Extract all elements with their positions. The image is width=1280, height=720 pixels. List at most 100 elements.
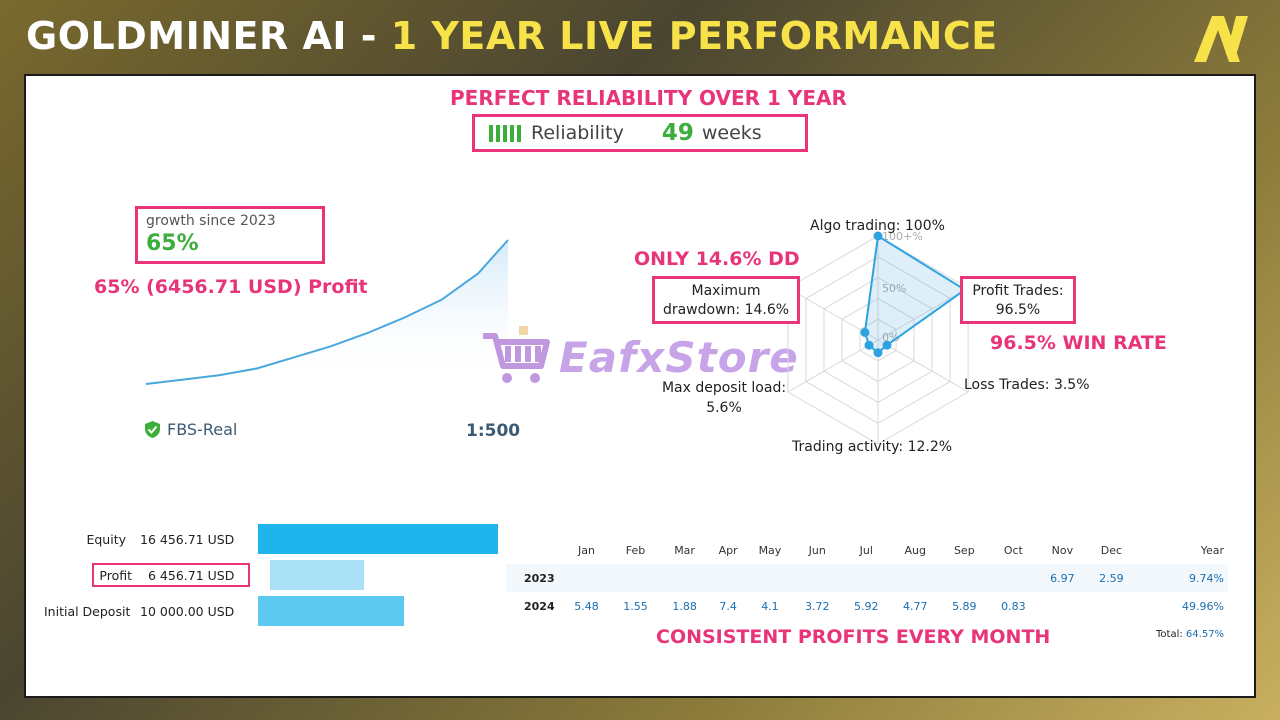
radar-label-activity: Trading activity: 12.2%: [792, 439, 953, 455]
drawdown-line1: Maximum: [691, 283, 761, 299]
balance-label: Initial Deposit: [44, 603, 131, 619]
month-value: [988, 564, 1038, 592]
deposit-load-line1: Max deposit load:: [661, 380, 787, 396]
month-value: 2.59: [1086, 564, 1136, 592]
radar-grid-label: 100+%: [882, 230, 923, 243]
broker-badge: FBS-Real: [144, 420, 237, 439]
month-value: [562, 564, 612, 592]
table-row: 2023 6.97 2.59 9.74%: [506, 564, 1228, 592]
balance-bar: [258, 596, 404, 626]
growth-label: growth since 2023: [146, 213, 276, 229]
month-value: [611, 564, 661, 592]
month-header: Mar: [674, 543, 695, 557]
reliability-label: Reliability: [531, 122, 624, 144]
month-header: Aug: [904, 543, 927, 557]
month-header: Jul: [859, 543, 873, 557]
month-header-row: Jan Feb Mar Apr May Jun Jul Aug Sep Oct Nov Dec Year: [506, 536, 1228, 564]
radar-grid-label: 50%: [882, 282, 906, 295]
balance-bar: [258, 524, 498, 554]
page-title: GOLDMINER AI - 1 YEAR LIVE PERFORMANCE: [26, 14, 998, 58]
month-value: 1.88: [672, 599, 697, 613]
performance-panel: PERFECT RELIABILITY OVER 1 YEAR Reliabil…: [24, 74, 1256, 698]
shopping-cart-icon: [483, 326, 550, 383]
reliability-weeks-value: 49: [661, 120, 694, 146]
month-value: 1.55: [623, 599, 648, 613]
balance-value: 6 456.71 USD: [148, 567, 235, 583]
balance-row: Profit 6 456.71 USD: [44, 560, 514, 590]
growth-line: [145, 239, 509, 385]
balance-row: Initial Deposit 10 000.00 USD: [44, 596, 514, 626]
year-total: 9.74%: [1135, 564, 1228, 592]
growth-line-chart: [145, 239, 509, 385]
deposit-load-line2: 5.6%: [706, 400, 742, 416]
brand-logo-icon: [1194, 16, 1248, 62]
month-header: Jan: [578, 543, 595, 557]
radar-axis: [877, 287, 969, 341]
drawdown-line2: drawdown: 14.6%: [662, 302, 790, 318]
month-value: [939, 564, 989, 592]
total-return: Total: 64.57%: [1156, 629, 1224, 640]
month-value: [709, 564, 748, 592]
year-total-header: Year: [1200, 543, 1224, 557]
monthly-returns-table: Jan Feb Mar Apr May Jun Jul Aug Sep Oct Nov Dec Year…: [506, 536, 1228, 620]
balance-bar: [270, 560, 365, 590]
month-value: [660, 564, 710, 592]
title-highlight: 1 YEAR LIVE PERFORMANCE: [390, 14, 998, 58]
year-header-blank: [506, 536, 562, 564]
row-year: 2023: [506, 564, 562, 592]
balance-bars: Equity 16 456.71 USD Profit 6 456.71 USD Ini…: [44, 524, 514, 632]
month-header: May: [758, 543, 782, 557]
month-value: [841, 564, 891, 592]
win-rate-caption: 96.5% WIN RATE: [990, 332, 1167, 354]
growth-value: 65%: [146, 231, 199, 256]
balance-row: Equity 16 456.71 USD: [44, 524, 514, 554]
month-header: Dec: [1100, 543, 1123, 557]
month-value: 3.72: [804, 599, 830, 613]
month-value: [890, 564, 940, 592]
table-row: 2024 5.48 1.55 1.88 7.4 4.1 3.72 5.92 4.77 5.89 0.…: [506, 592, 1228, 620]
shield-check-icon: [145, 421, 160, 438]
drawdown-caption: ONLY 14.6% DD: [634, 248, 800, 270]
radar-data-point: [860, 327, 870, 337]
row-year: 2024: [524, 599, 555, 613]
radar-data-point: [873, 348, 883, 358]
radar-axis: [877, 339, 969, 393]
balance-label: Equity: [86, 531, 126, 547]
total-label: Total:: [1156, 629, 1183, 640]
month-header: Jun: [808, 543, 826, 557]
reliability-caption: PERFECT RELIABILITY OVER 1 YEAR: [450, 86, 847, 110]
watermark: EafxStore: [481, 326, 799, 388]
radar-axis: [787, 339, 879, 393]
profit-trades-line1: Profit Trades:: [972, 283, 1064, 299]
month-value: [1087, 592, 1136, 620]
title-main: GOLDMINER AI -: [26, 14, 391, 58]
consistent-caption: CONSISTENT PROFITS EVERY MONTH: [656, 626, 1051, 648]
reliability-weeks-label: weeks: [701, 122, 762, 144]
balance-label: Profit: [99, 567, 132, 583]
month-value: [792, 564, 842, 592]
watermark-text: EafxStore: [559, 332, 799, 382]
radar-label-algo: Algo trading: 100%: [810, 218, 945, 234]
radar-label-loss: Loss Trades: 3.5%: [964, 377, 1090, 393]
month-value: 7.4: [719, 599, 737, 613]
month-header: Feb: [625, 543, 646, 557]
month-value: 6.97: [1037, 564, 1087, 592]
broker-name: FBS-Real: [167, 420, 238, 439]
growth-area: [146, 240, 508, 384]
month-header: Sep: [953, 543, 975, 557]
drawdown-box: Maximum drawdown: 14.6%: [652, 276, 800, 324]
radar-chart: 100+%50%0%: [787, 230, 970, 445]
month-value: [747, 564, 793, 592]
month-header: Oct: [1003, 543, 1023, 557]
radar-data-point: [882, 340, 892, 350]
month-value: 0.83: [1001, 599, 1026, 613]
month-value: 5.89: [952, 599, 977, 613]
profit-trades-line2: 96.5%: [995, 302, 1041, 318]
balance-value: 10 000.00 USD: [140, 603, 235, 619]
month-value: [1038, 592, 1087, 620]
radar-label-deposit-load: Max deposit load: 5.6%: [656, 378, 792, 418]
month-header: Apr: [718, 543, 738, 557]
profit-caption: 65% (6456.71 USD) Profit: [94, 276, 368, 298]
reliability-box: Reliability 49 weeks: [472, 114, 808, 152]
radar-data-point: [873, 231, 883, 241]
